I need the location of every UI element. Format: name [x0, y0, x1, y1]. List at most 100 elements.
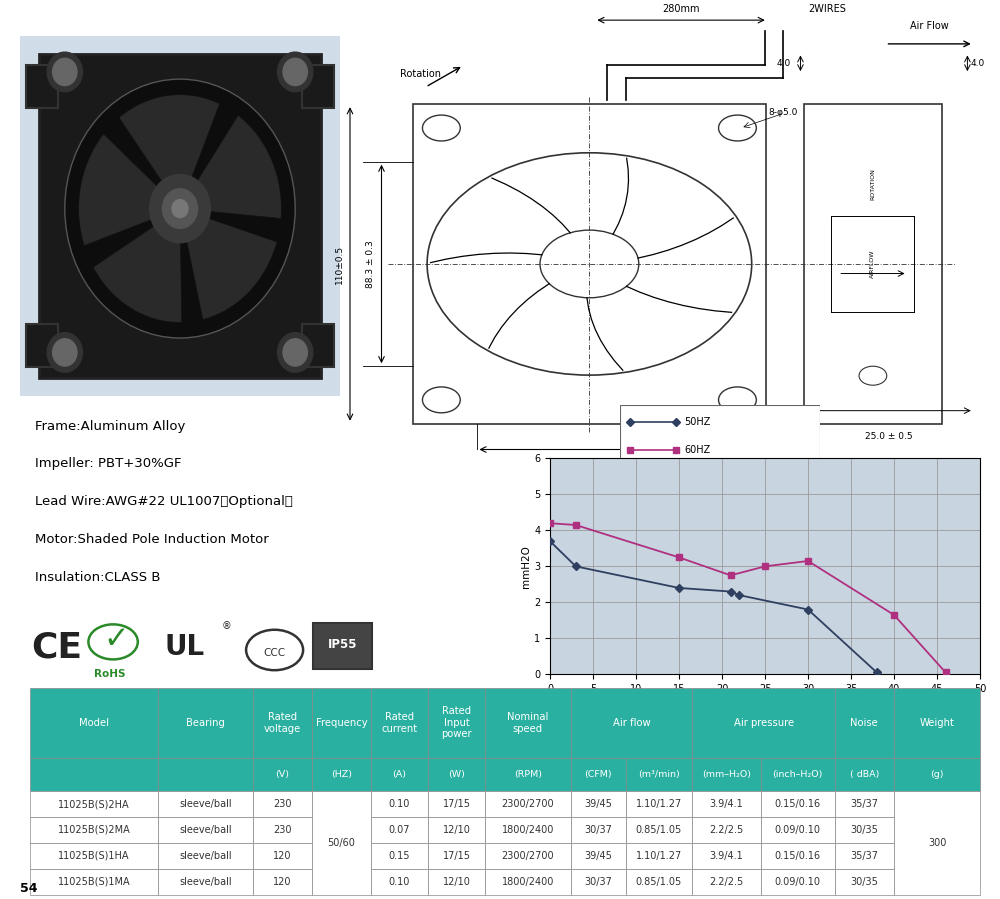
- Text: 230: 230: [273, 825, 292, 835]
- Circle shape: [47, 52, 82, 92]
- Bar: [253, 758, 312, 791]
- Bar: [571, 791, 626, 817]
- Bar: [626, 868, 692, 895]
- Bar: [835, 758, 894, 791]
- Bar: [571, 758, 626, 791]
- Text: Impeller: PBT+30%GF: Impeller: PBT+30%GF: [35, 458, 182, 470]
- Text: 12/10: 12/10: [443, 825, 470, 835]
- 60HZ: [570, 520, 582, 530]
- 60HZ: [544, 518, 556, 529]
- Bar: [571, 843, 626, 868]
- 50HZ: [871, 667, 883, 678]
- Bar: [26, 65, 58, 108]
- Text: (inch–H₂O): (inch–H₂O): [773, 770, 823, 779]
- Text: sleeve/ball: sleeve/ball: [179, 825, 232, 835]
- 50HZ: [673, 583, 685, 593]
- Text: 2.2/2.5: 2.2/2.5: [709, 877, 744, 886]
- Text: 3.9/4.1: 3.9/4.1: [710, 850, 743, 861]
- Wedge shape: [197, 115, 281, 218]
- Text: Frequency: Frequency: [316, 717, 367, 728]
- Text: Lead Wire:AWG#22 UL1007（Optional）: Lead Wire:AWG#22 UL1007（Optional）: [35, 495, 293, 508]
- Text: (A): (A): [392, 770, 406, 779]
- Bar: [428, 791, 485, 817]
- Bar: [253, 817, 312, 843]
- Bar: [371, 843, 428, 868]
- Bar: [26, 324, 58, 367]
- Text: (V): (V): [276, 770, 290, 779]
- Bar: [761, 843, 835, 868]
- Circle shape: [162, 189, 198, 228]
- 50HZ: [733, 590, 745, 601]
- Text: 88.3 ± 0.3: 88.3 ± 0.3: [366, 240, 375, 288]
- Text: AIRFLOW: AIRFLOW: [870, 250, 875, 278]
- Text: (g): (g): [930, 770, 944, 779]
- Bar: [626, 843, 692, 868]
- Bar: [761, 868, 835, 895]
- Text: Rated
current: Rated current: [381, 712, 418, 734]
- Text: 120: 120: [273, 877, 292, 886]
- Bar: [485, 688, 571, 758]
- Bar: [158, 868, 253, 895]
- Bar: [253, 843, 312, 868]
- Text: 39/45: 39/45: [584, 799, 612, 809]
- Text: Rated
Input
power: Rated Input power: [441, 707, 472, 739]
- Bar: [428, 868, 485, 895]
- Text: 50HZ: 50HZ: [684, 417, 710, 427]
- Bar: [894, 758, 980, 791]
- Text: Noise: Noise: [850, 717, 878, 728]
- Text: 25.0 ± 0.5: 25.0 ± 0.5: [865, 432, 912, 441]
- Bar: [692, 688, 835, 758]
- Text: 1800/2400: 1800/2400: [502, 877, 554, 886]
- Text: Air pressure: Air pressure: [734, 717, 794, 728]
- Text: 11025B(S)1MA: 11025B(S)1MA: [58, 877, 130, 886]
- Text: 0.10: 0.10: [389, 799, 410, 809]
- Text: sleeve/ball: sleeve/ball: [179, 799, 232, 809]
- Text: 30/35: 30/35: [850, 825, 878, 835]
- Bar: [761, 758, 835, 791]
- Text: (m³/min): (m³/min): [638, 770, 680, 779]
- Wedge shape: [93, 226, 182, 323]
- Circle shape: [172, 200, 188, 218]
- Text: 0.85/1.05: 0.85/1.05: [636, 825, 682, 835]
- Bar: [158, 791, 253, 817]
- Text: 230: 230: [273, 799, 292, 809]
- Bar: [571, 688, 692, 758]
- Line: 50HZ: 50HZ: [547, 539, 880, 675]
- Bar: [253, 791, 312, 817]
- Y-axis label: mmH2O: mmH2O: [521, 545, 531, 588]
- 60HZ: [759, 561, 771, 572]
- Text: 1.10/1.27: 1.10/1.27: [636, 799, 682, 809]
- 60HZ: [940, 667, 952, 678]
- Text: 35/37: 35/37: [850, 799, 878, 809]
- Text: (mm–H₂O): (mm–H₂O): [702, 770, 751, 779]
- Text: 120: 120: [273, 850, 292, 861]
- Text: 88.3 ± 0.3: 88.3 ± 0.3: [566, 462, 613, 471]
- 60HZ: [802, 556, 814, 566]
- Text: Model: Model: [79, 717, 109, 728]
- Line: 60HZ: 60HZ: [547, 521, 948, 675]
- Bar: [428, 758, 485, 791]
- Text: 30/37: 30/37: [584, 825, 612, 835]
- Text: 4.0: 4.0: [777, 58, 791, 67]
- Text: (RPM): (RPM): [514, 770, 542, 779]
- Text: 0.09/0.10: 0.09/0.10: [775, 877, 821, 886]
- Circle shape: [283, 339, 307, 366]
- Text: 3.9/4.1: 3.9/4.1: [710, 799, 743, 809]
- Bar: [371, 688, 428, 758]
- Bar: [835, 791, 894, 817]
- Bar: [692, 868, 761, 895]
- Bar: [894, 791, 980, 895]
- Text: 4.0: 4.0: [971, 58, 985, 67]
- 60HZ: [673, 552, 685, 563]
- Bar: [30, 843, 158, 868]
- Text: CE: CE: [31, 630, 83, 664]
- 50HZ: [725, 586, 737, 597]
- Circle shape: [65, 79, 295, 338]
- Text: Insulation:CLASS B: Insulation:CLASS B: [35, 571, 161, 583]
- Circle shape: [283, 58, 307, 85]
- Text: 60HZ: 60HZ: [684, 445, 710, 455]
- 60HZ: [725, 570, 737, 581]
- X-axis label: CFM: CFM: [753, 697, 777, 707]
- Bar: [30, 688, 158, 758]
- Bar: [626, 758, 692, 791]
